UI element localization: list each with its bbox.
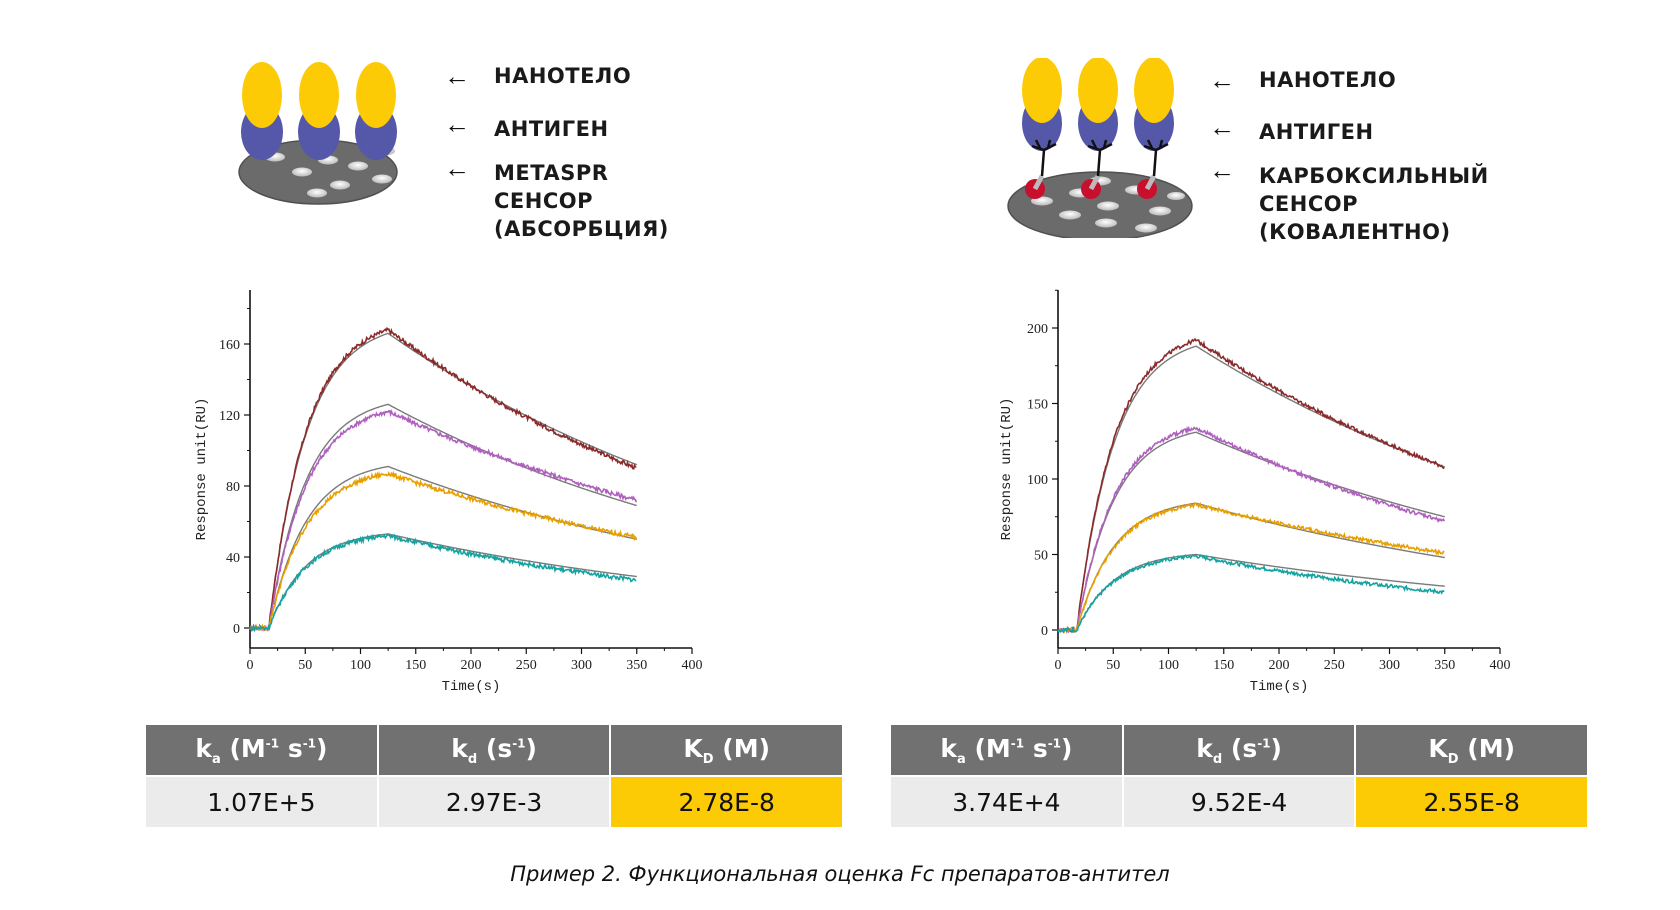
linker-dots <box>1025 174 1157 199</box>
label-sensor: СЕНСОР <box>494 189 593 213</box>
x-tick-label: 350 <box>1434 658 1455 673</box>
data-series-4 <box>249 533 637 633</box>
fit-line-2 <box>273 403 637 597</box>
header-ka: ka (M-1 s-1) <box>891 725 1124 776</box>
data-series-3 <box>1057 501 1445 634</box>
x-tick-label: 150 <box>1213 658 1234 673</box>
figure-caption: Пример 2. Функциональная оценка Fc препа… <box>510 862 1170 886</box>
x-tick-label: 350 <box>626 658 647 673</box>
value-KD: 2.55E-8 <box>1355 775 1587 827</box>
nanobody-molecules <box>242 62 396 128</box>
value-kd: 2.97E-3 <box>377 775 612 827</box>
y-tick-label: 0 <box>1041 624 1048 639</box>
x-tick-label: 300 <box>1379 658 1400 673</box>
data-series-2 <box>1057 425 1446 635</box>
table-row: 1.07E+5 2.97E-3 2.78E-8 <box>146 775 842 827</box>
header-kd: kd (s-1) <box>377 725 612 776</box>
label-sensor: СЕНСОР <box>1259 192 1358 216</box>
data-series-2 <box>249 409 638 632</box>
table-header-row: ka (M-1 s-1) kd (s-1) KD (M) <box>891 725 1587 776</box>
y-tick-label: 150 <box>1027 398 1048 413</box>
label-antigen: АНТИГЕН <box>1259 120 1374 144</box>
x-tick-label: 0 <box>247 658 254 673</box>
data-series-4 <box>1057 554 1445 634</box>
arrow-left-icon: ← <box>444 61 470 91</box>
label-sensor-mode: (АБСОРБЦИЯ) <box>494 217 669 241</box>
table-row: 3.74E+4 9.52E-4 2.55E-8 <box>891 775 1587 827</box>
sensor-absorption-illustration <box>238 62 398 205</box>
x-tick-label: 200 <box>1269 658 1290 673</box>
x-axis-title: Time(s) <box>442 679 501 695</box>
label-sensor-mode: (КОВАЛЕНТНО) <box>1259 220 1451 244</box>
y-tick-label: 120 <box>219 409 240 424</box>
fit-line-4 <box>1081 553 1445 620</box>
y-tick-label: 200 <box>1027 322 1048 337</box>
diagram-right <box>1000 57 1200 253</box>
value-ka: 1.07E+5 <box>146 775 379 827</box>
x-tick-label: 250 <box>1324 658 1345 673</box>
x-tick-label: 0 <box>1055 658 1062 673</box>
label-antigen: АНТИГЕН <box>494 117 609 141</box>
header-ka: ka (M-1 s-1) <box>146 725 379 776</box>
arrow-left-icon: ← <box>444 153 470 183</box>
header-KD: KD (M) <box>1355 725 1587 776</box>
x-tick-label: 300 <box>571 658 592 673</box>
x-tick-label: 100 <box>350 658 371 673</box>
header-kd: kd (s-1) <box>1122 725 1357 776</box>
y-tick-label: 0 <box>233 622 240 637</box>
label-sensor-type: METASPR <box>494 161 609 185</box>
label-sensor-type: КАРБОКСИЛЬНЫЙ <box>1259 164 1489 188</box>
header-KD: KD (M) <box>610 725 842 776</box>
kinetics-table-left: ka (M-1 s-1) kd (s-1) KD (M) 1.07E+5 2.9… <box>146 725 842 827</box>
y-axis-title: Response unit(RU) <box>999 398 1015 541</box>
arrow-left-icon: ← <box>1209 112 1235 142</box>
x-tick-label: 50 <box>1106 658 1120 673</box>
y-axis-title: Response unit(RU) <box>194 398 210 541</box>
nanobody-molecules <box>1022 57 1174 123</box>
x-tick-label: 200 <box>461 658 482 673</box>
arrow-left-icon: ← <box>1209 65 1235 95</box>
arrow-left-icon: ← <box>1209 155 1235 185</box>
y-tick-label: 50 <box>1034 549 1048 564</box>
label-nanobody: НАНОТЕЛО <box>494 64 632 88</box>
x-tick-label: 50 <box>298 658 312 673</box>
table-header-row: ka (M-1 s-1) kd (s-1) KD (M) <box>146 725 842 776</box>
value-ka: 3.74E+4 <box>891 775 1124 827</box>
x-tick-label: 400 <box>682 658 703 673</box>
antibody-linkers <box>1031 139 1169 177</box>
data-series-1 <box>249 326 637 632</box>
arrow-left-icon: ← <box>444 109 470 139</box>
fit-line-2 <box>1081 431 1445 602</box>
y-tick-label: 80 <box>226 480 240 495</box>
x-axis-title: Time(s) <box>1250 679 1309 695</box>
value-kd: 9.52E-4 <box>1122 775 1357 827</box>
x-tick-label: 400 <box>1490 658 1511 673</box>
value-KD: 2.78E-8 <box>610 775 842 827</box>
y-tick-label: 100 <box>1027 473 1048 488</box>
y-tick-label: 40 <box>226 551 240 566</box>
data-series-3 <box>249 470 637 632</box>
kinetics-table-right: ka (M-1 s-1) kd (s-1) KD (M) 3.74E+4 9.5… <box>891 725 1587 827</box>
x-tick-label: 250 <box>516 658 537 673</box>
y-tick-label: 160 <box>219 338 240 353</box>
label-nanobody: НАНОТЕЛО <box>1259 68 1397 92</box>
sensor-covalent-illustration <box>1007 57 1193 253</box>
x-tick-label: 150 <box>405 658 426 673</box>
diagram-left <box>230 55 430 215</box>
data-series-1 <box>1057 337 1445 634</box>
x-tick-label: 100 <box>1158 658 1179 673</box>
